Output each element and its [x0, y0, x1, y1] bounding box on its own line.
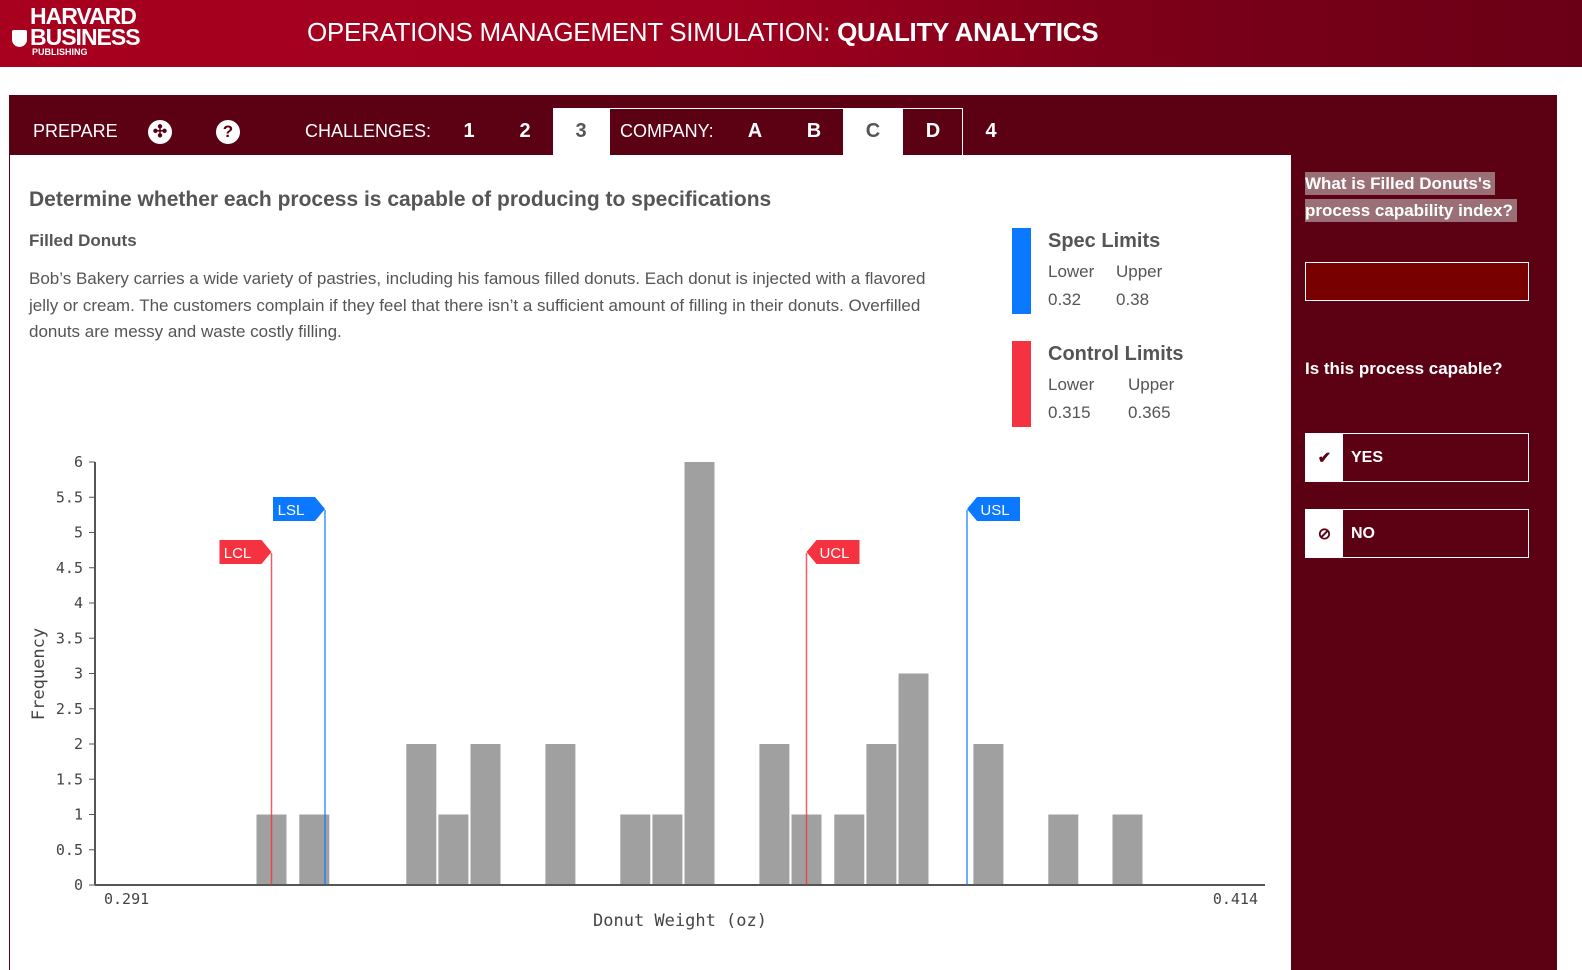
page-title: Determine whether each process is capabl…	[29, 188, 772, 211]
upper-label: Upper	[1116, 262, 1163, 281]
lifebuoy-icon[interactable]: ✣	[148, 119, 172, 144]
tab-prepare[interactable]: PREPARE	[33, 121, 118, 141]
ucl-flag	[806, 540, 860, 564]
nav-bar: PREPARE ✣ ? CHALLENGES: 1 2 3 COMPANY: A…	[9, 108, 1291, 155]
tab-company-b[interactable]: B	[806, 120, 822, 142]
company-group-outline	[609, 108, 963, 155]
histogram-bar	[759, 744, 790, 885]
y-tick-label: 3.5	[56, 629, 83, 647]
answer-panel: What is Filled Donuts's process capabili…	[1305, 170, 1529, 558]
capability-index-input[interactable]	[1305, 262, 1529, 301]
prohibited-icon: ⊘	[1306, 510, 1343, 557]
lower-label: Lower	[1048, 375, 1095, 394]
lower-value: 0.32	[1048, 290, 1082, 309]
y-tick-label: 4	[74, 594, 83, 612]
shield-icon	[12, 30, 27, 47]
y-tick-label: 0	[74, 876, 83, 894]
histogram-bar	[1048, 814, 1079, 885]
usl-label: USL	[980, 502, 1009, 519]
tab-challenge-2[interactable]: 2	[519, 120, 531, 142]
y-tick-label: 6	[74, 453, 83, 471]
process-name: Filled Donuts	[29, 231, 137, 250]
title-prefix: OPERATIONS MANAGEMENT SIMULATION:	[307, 17, 838, 47]
y-tick-label: 5	[74, 524, 83, 542]
no-button[interactable]: ⊘ NO	[1305, 509, 1529, 558]
histogram-chart: 0 0.5 1 1.5 2 2.5 3 3.5 4 4.5 5 5.5 6 0.291 0.414 Donut…	[29, 453, 1265, 931]
tab-company-d[interactable]: D	[925, 120, 941, 142]
legend-title: Control Limits	[1048, 343, 1184, 365]
logo-line: PUBLISHING	[32, 47, 88, 58]
title-bold: QUALITY ANALYTICS	[837, 17, 1099, 47]
capability-question: What is Filled Donuts's process capabili…	[1305, 170, 1529, 224]
spec-color-swatch	[1012, 228, 1031, 314]
upper-value: 0.365	[1128, 403, 1171, 422]
yes-label: YES	[1351, 448, 1384, 466]
y-tick-label: 0.5	[56, 841, 83, 859]
y-axis-label: Frequency	[29, 628, 49, 720]
x-tick-label: 0.291	[104, 890, 149, 908]
tab-challenge-4[interactable]: 4	[985, 120, 997, 142]
y-tick-label: 2.5	[56, 700, 83, 718]
y-tick-label: 5.5	[56, 488, 83, 506]
hbp-logo: HARVARD BUSINESS PUBLISHING	[12, 3, 141, 58]
tab-company-a[interactable]: A	[747, 120, 763, 142]
lcl-label: LCL	[224, 545, 252, 562]
upper-label: Upper	[1128, 375, 1175, 394]
usl-flag	[967, 497, 1020, 521]
histogram-bar	[652, 814, 683, 885]
histogram-bar	[620, 814, 651, 885]
histogram-bar	[470, 744, 501, 885]
histogram-bar	[406, 744, 437, 885]
histogram-bar	[438, 814, 469, 885]
process-description: Bob’s Bakery carries a wide variety of p…	[29, 269, 926, 341]
x-tick-label: 0.414	[1213, 890, 1258, 908]
no-label: NO	[1351, 524, 1375, 542]
app-header: HARVARD BUSINESS PUBLISHING OPERATIONS M…	[0, 0, 1582, 67]
company-label: COMPANY:	[620, 121, 714, 141]
y-tick-label: 1	[74, 806, 83, 824]
check-icon: ✔	[1306, 434, 1343, 481]
histogram-bar	[834, 814, 865, 885]
histogram-bar	[684, 462, 715, 885]
content-area: Determine whether each process is capabl…	[10, 155, 1291, 970]
lsl-label: LSL	[278, 502, 305, 519]
y-tick-label: 1.5	[56, 770, 83, 788]
tab-challenge-1[interactable]: 1	[463, 120, 475, 142]
help-icon[interactable]: ?	[216, 119, 240, 144]
y-tick-label: 3	[74, 665, 83, 683]
lower-label: Lower	[1048, 262, 1095, 281]
legend-title: Spec Limits	[1048, 230, 1161, 252]
question-text: What is Filled Donuts's process capabili…	[1305, 172, 1517, 222]
histogram-bar	[866, 744, 897, 885]
yes-button[interactable]: ✔ YES	[1305, 433, 1529, 482]
capable-question: Is this process capable?	[1305, 359, 1503, 378]
logo-line: HARVARD	[30, 3, 137, 29]
histogram-bar	[898, 673, 929, 885]
histogram-bar	[545, 744, 576, 885]
app-title: OPERATIONS MANAGEMENT SIMULATION: QUALIT…	[307, 17, 1099, 48]
logo-line: BUSINESS	[30, 23, 141, 50]
lower-value: 0.315	[1048, 403, 1091, 422]
x-axis-label: Donut Weight (oz)	[593, 911, 767, 931]
upper-value: 0.38	[1116, 290, 1150, 309]
histogram-bar	[973, 744, 1004, 885]
tab-company-c[interactable]: C	[843, 108, 903, 155]
lsl-flag	[273, 497, 325, 521]
histogram-bar	[1112, 814, 1143, 885]
control-color-swatch	[1012, 341, 1031, 427]
y-tick-label: 4.5	[56, 559, 83, 577]
y-tick-label: 2	[74, 735, 83, 753]
tab-challenge-3[interactable]: 3	[553, 108, 609, 155]
ucl-label: UCL	[819, 545, 849, 562]
challenges-label: CHALLENGES:	[305, 121, 432, 141]
lcl-flag	[219, 540, 272, 564]
